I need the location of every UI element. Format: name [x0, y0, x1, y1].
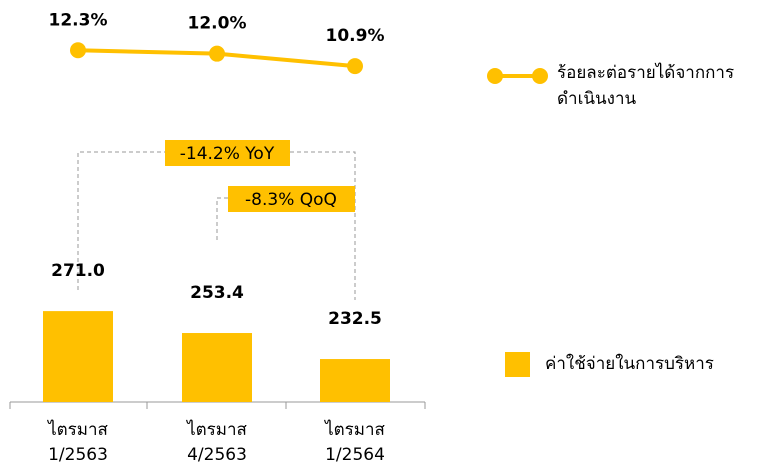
legend-label: ร้อยละต่อรายได้จากการดำเนินงาน — [557, 63, 735, 109]
legend-swatch — [505, 352, 530, 377]
bar-value-label: 253.4 — [190, 283, 244, 303]
annotation-box — [228, 186, 355, 212]
line-marker — [347, 58, 363, 75]
x-tick-label-line: 1/2563 — [48, 445, 108, 465]
annotation: -14.2% YoY — [180, 144, 275, 164]
x-tick-label-line: ไตรมาส — [323, 419, 385, 440]
bar — [320, 359, 390, 402]
line-marker — [209, 45, 225, 62]
x-tick-label: ไตรมาส 1/2564 — [323, 419, 385, 465]
line-value-label: 12.3% — [49, 10, 108, 30]
x-tick-label-line: ไตรมาส — [46, 419, 108, 440]
x-tick-label: ไตรมาส 1/2563 — [46, 419, 108, 465]
bar — [182, 333, 252, 402]
bar-value-label: 232.5 — [328, 309, 382, 329]
legend-marker — [532, 68, 548, 84]
bar — [43, 311, 113, 402]
x-tick-label-line: 1/2564 — [325, 445, 385, 465]
legend-marker — [487, 68, 503, 84]
bar-value-label: 271.0 — [51, 261, 105, 281]
line-value-label: 12.0% — [188, 14, 247, 34]
annotation: -8.3% QoQ — [245, 190, 337, 210]
annotation-box — [165, 140, 290, 166]
x-tick-label-line: ไตรมาส — [185, 419, 247, 440]
x-tick-label-line: 4/2563 — [187, 445, 247, 465]
x-tick-label: ไตรมาส 4/2563 — [185, 419, 247, 465]
legend-label: ค่าใช้จ่ายในการบริหาร — [545, 354, 714, 374]
line-marker — [70, 42, 86, 59]
line-value-label: 10.9% — [326, 26, 385, 46]
